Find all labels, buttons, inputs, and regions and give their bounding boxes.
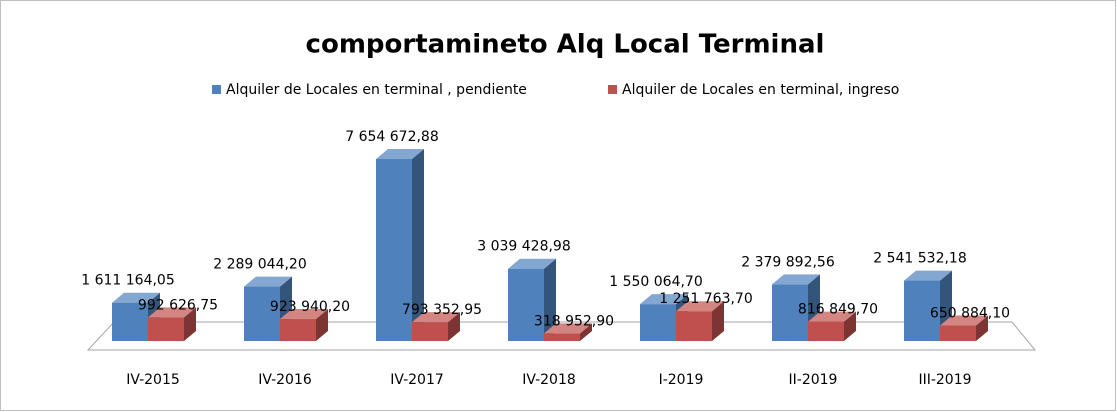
bar bbox=[376, 149, 424, 341]
legend-label: Alquiler de Locales en terminal , pendie… bbox=[226, 82, 527, 98]
bar bbox=[940, 315, 988, 341]
bar-top bbox=[376, 149, 424, 159]
x-tick-label: I-2019 bbox=[659, 372, 704, 388]
bar-top bbox=[544, 323, 592, 334]
bar-top bbox=[640, 294, 688, 305]
x-tick-label: IV-2016 bbox=[258, 372, 312, 388]
bar-front bbox=[376, 159, 412, 341]
x-tick-label: IV-2017 bbox=[390, 372, 444, 388]
bar-front bbox=[772, 284, 808, 341]
bar bbox=[676, 301, 724, 341]
bar-front bbox=[244, 286, 280, 341]
bar-side bbox=[412, 149, 424, 341]
bar-top bbox=[148, 307, 196, 318]
bar-front bbox=[148, 317, 184, 341]
bar-top bbox=[412, 312, 460, 323]
value-label: 2 289 044,20 bbox=[213, 257, 307, 273]
bar-top bbox=[808, 311, 856, 322]
bar bbox=[280, 309, 328, 341]
bar-front bbox=[808, 321, 844, 341]
bar-side bbox=[712, 301, 724, 341]
x-tick-label: II-2019 bbox=[789, 372, 838, 388]
bar-top bbox=[508, 258, 556, 269]
value-label: 992 626,75 bbox=[138, 297, 218, 313]
value-label: 650 884,10 bbox=[930, 306, 1010, 322]
value-label: 1 550 064,70 bbox=[609, 274, 703, 290]
value-label: 816 849,70 bbox=[798, 302, 878, 318]
bar-side bbox=[976, 315, 988, 341]
bar-front bbox=[544, 333, 580, 341]
bar-top bbox=[940, 315, 988, 326]
bar bbox=[544, 323, 592, 341]
bar bbox=[148, 307, 196, 341]
bar bbox=[412, 312, 460, 341]
x-tick-label: IV-2018 bbox=[522, 372, 576, 388]
bar-front bbox=[280, 319, 316, 341]
value-label: 2 541 532,18 bbox=[873, 251, 967, 267]
legend-swatch bbox=[608, 85, 617, 94]
bar-top bbox=[112, 292, 160, 303]
value-label: 2 379 892,56 bbox=[741, 254, 835, 270]
bar-top bbox=[772, 274, 820, 285]
bar-side bbox=[448, 312, 460, 341]
value-label: 3 039 428,98 bbox=[477, 239, 571, 255]
value-label: 1 611 164,05 bbox=[81, 273, 175, 289]
chart-title: comportamineto Alq Local Terminal bbox=[306, 30, 825, 60]
bar bbox=[508, 258, 556, 341]
bar-top bbox=[244, 276, 292, 287]
bar-top bbox=[904, 270, 952, 281]
bar-side bbox=[184, 307, 196, 341]
value-label: 793 352,95 bbox=[402, 302, 482, 318]
bar-front bbox=[508, 268, 544, 341]
legend-swatch bbox=[212, 85, 221, 94]
bar-side bbox=[844, 311, 856, 341]
x-tick-label: III-2019 bbox=[918, 372, 971, 388]
bar-front bbox=[112, 302, 148, 341]
bar-front bbox=[640, 304, 676, 341]
bar-front bbox=[412, 322, 448, 341]
bar-side bbox=[580, 323, 592, 341]
value-label: 318 952,90 bbox=[534, 313, 614, 329]
legend-label: Alquiler de Locales en terminal, ingreso bbox=[622, 82, 899, 98]
bar-front bbox=[940, 325, 976, 341]
bar-front bbox=[904, 280, 940, 341]
bar-top bbox=[280, 309, 328, 320]
bar-side bbox=[316, 309, 328, 341]
bar bbox=[808, 311, 856, 341]
x-tick-label: IV-2015 bbox=[126, 372, 180, 388]
value-label: 1 251 763,70 bbox=[659, 291, 753, 307]
value-label: 923 940,20 bbox=[270, 299, 350, 315]
bar bbox=[244, 276, 292, 341]
bar-front bbox=[676, 311, 712, 341]
bar-top bbox=[676, 301, 724, 312]
bar-side bbox=[544, 258, 556, 341]
value-label: 7 654 672,88 bbox=[345, 129, 439, 145]
